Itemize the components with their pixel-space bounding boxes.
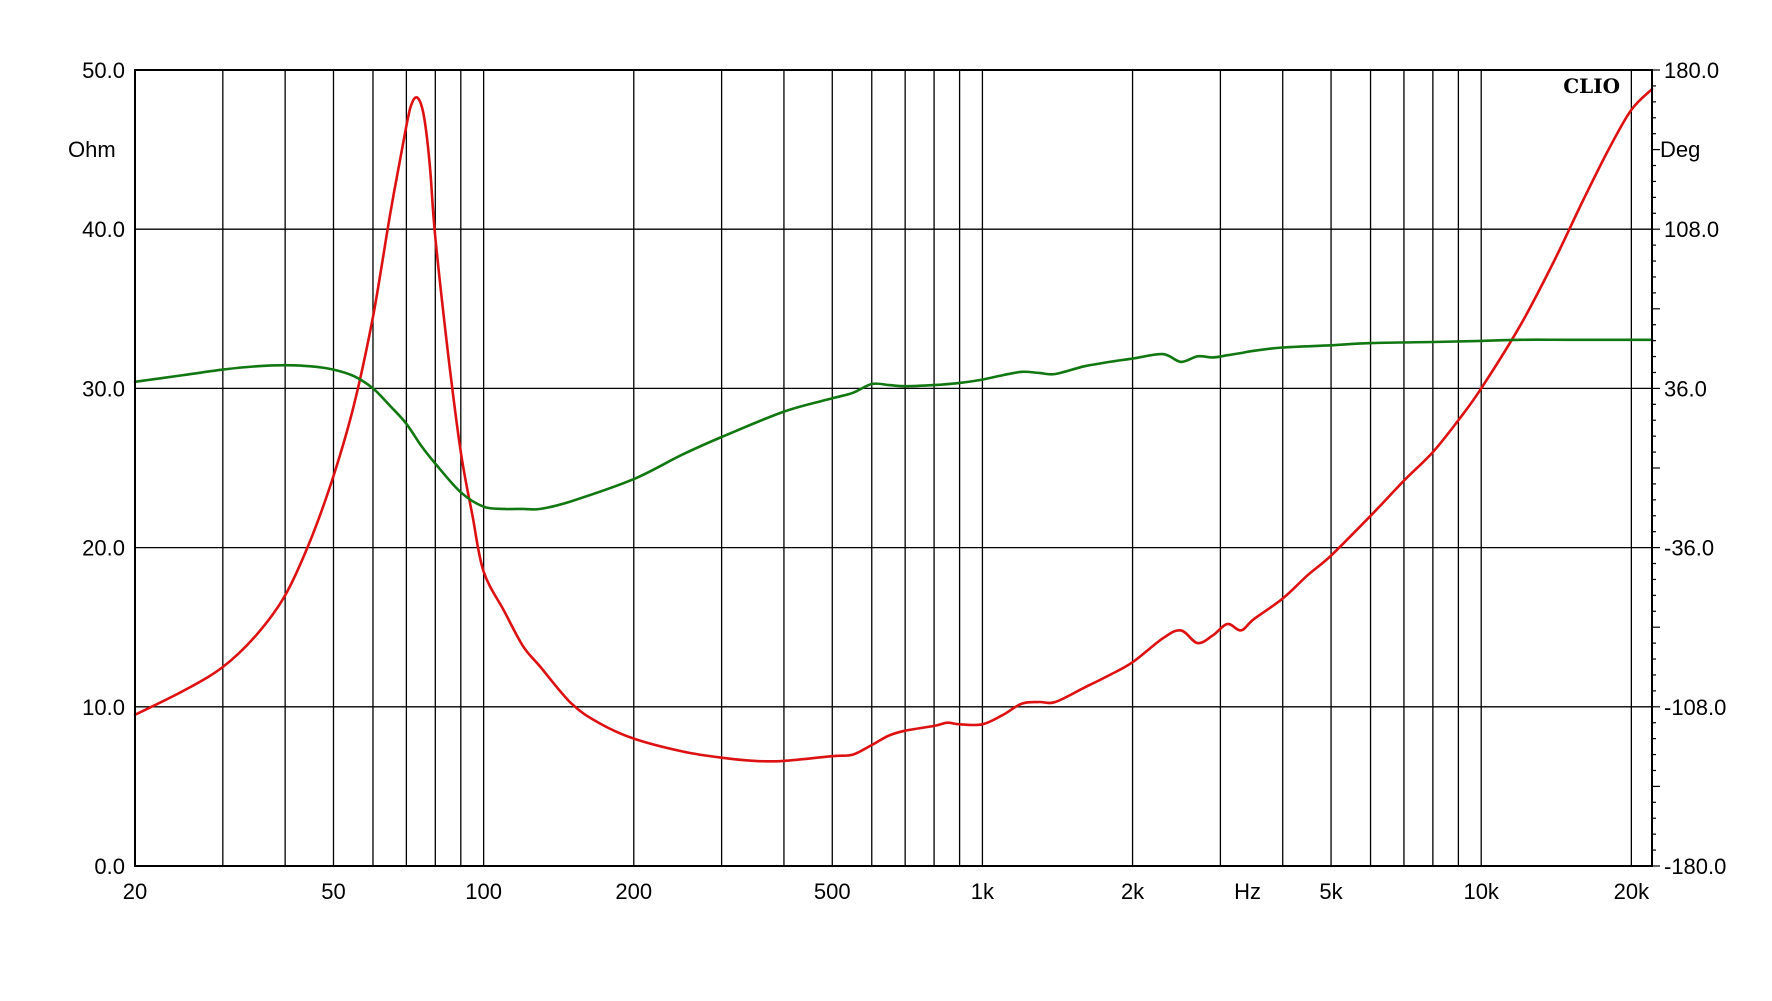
right-tick-label: -36.0 <box>1664 536 1714 561</box>
tick-labels: 20 50 100 200 500 1k 2k 5k 10k 20k 0.0 10.0 20.0 30.0… <box>82 58 1726 904</box>
plot-frame <box>134 69 1653 867</box>
x-tick-label: 10k <box>1463 879 1499 904</box>
brand-label: CLIO <box>1563 74 1620 98</box>
x-tick-label: 100 <box>465 879 502 904</box>
right-tick-label: 180.0 <box>1664 58 1719 83</box>
left-tick-label: 10.0 <box>82 695 125 720</box>
right-axis-unit: Deg <box>1660 137 1700 162</box>
grid-lines <box>134 69 1652 867</box>
x-tick-label: 1k <box>971 879 995 904</box>
left-tick-label: 40.0 <box>82 217 125 242</box>
left-tick-label: 30.0 <box>82 376 125 401</box>
left-tick-label: 50.0 <box>82 58 125 83</box>
left-axis-unit: Ohm <box>68 137 116 162</box>
phase-curve <box>133 338 1654 511</box>
x-axis-unit: Hz <box>1234 879 1261 904</box>
impedance-curve <box>133 87 1654 763</box>
right-tick-label: 36.0 <box>1664 376 1707 401</box>
right-tick-label: -108.0 <box>1664 695 1726 720</box>
x-tick-label: 50 <box>321 879 345 904</box>
right-tick-label: -180.0 <box>1664 854 1726 879</box>
left-tick-label: 0.0 <box>94 854 125 879</box>
x-tick-label: 500 <box>814 879 851 904</box>
x-tick-label: 5k <box>1319 879 1343 904</box>
x-tick-label: 20k <box>1614 879 1650 904</box>
left-tick-label: 20.0 <box>82 536 125 561</box>
x-tick-label: 2k <box>1121 879 1145 904</box>
x-tick-label: 200 <box>615 879 652 904</box>
x-tick-label: 20 <box>123 879 147 904</box>
right-tick-label: 108.0 <box>1664 217 1719 242</box>
curves <box>133 87 1654 763</box>
